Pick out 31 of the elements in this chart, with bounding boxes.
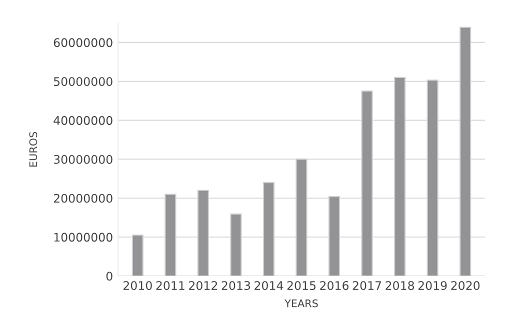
y-tick-label: 40000000 xyxy=(54,116,112,125)
bar xyxy=(328,196,340,276)
x-tick-label: 2014 xyxy=(254,281,284,290)
y-tick-label: 20000000 xyxy=(54,194,112,203)
x-tick-label: 2019 xyxy=(418,281,447,290)
x-tick-label: 2011 xyxy=(156,281,184,290)
x-tick-label: 2010 xyxy=(124,281,152,290)
x-tick-label: 2020 xyxy=(451,281,480,290)
x-tick-label: 2013 xyxy=(222,281,250,290)
y-tick-label: 0 xyxy=(106,272,112,281)
bar xyxy=(394,76,406,276)
bar xyxy=(132,234,144,276)
x-tick-label: 2018 xyxy=(386,281,414,290)
bar xyxy=(164,194,176,276)
bar xyxy=(262,182,275,276)
y-tick-label: 30000000 xyxy=(54,154,112,164)
bar xyxy=(296,158,308,276)
x-tick-label: 2012 xyxy=(189,281,218,290)
bar xyxy=(197,190,209,276)
y-tick-label: 10000000 xyxy=(54,232,112,242)
x-tick-label: 2016 xyxy=(320,281,349,290)
bar xyxy=(460,26,472,276)
y-tick-label: 50000000 xyxy=(54,77,112,86)
bar xyxy=(361,90,373,276)
y-axis-title: EUROS xyxy=(29,132,38,167)
x-tick-label: 2015 xyxy=(287,281,316,290)
bar xyxy=(426,80,438,276)
x-axis-title: YEARS xyxy=(284,299,318,308)
x-tick-label: 2017 xyxy=(352,281,382,290)
bar xyxy=(230,214,242,276)
y-tick-label: 60000000 xyxy=(54,38,112,48)
